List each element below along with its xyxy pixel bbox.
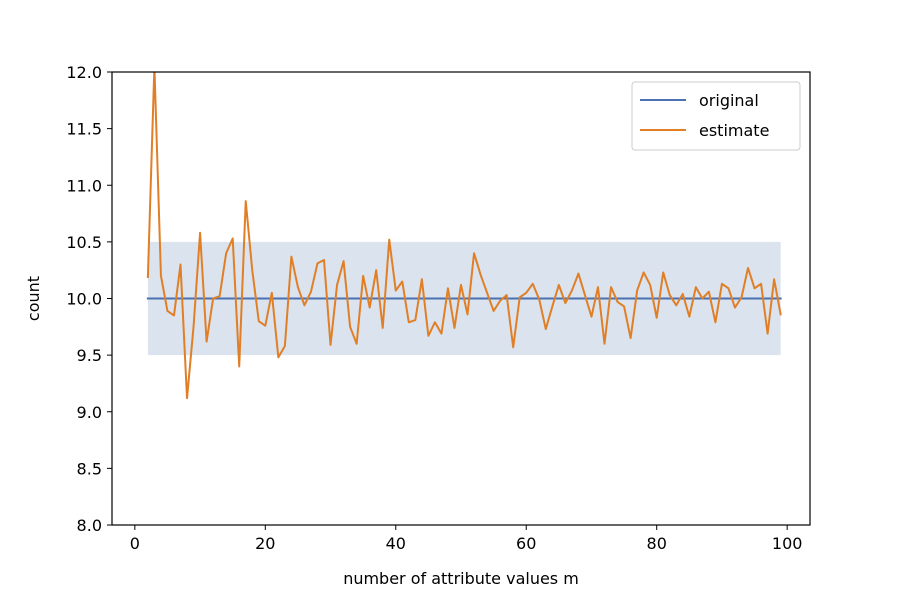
y-tick-label: 8.5 — [77, 459, 102, 478]
y-tick-label: 9.5 — [77, 346, 102, 365]
x-tick-label: 60 — [516, 534, 536, 553]
legend-label-original: original — [699, 91, 759, 110]
y-tick-label: 11.0 — [66, 176, 102, 195]
x-tick-label: 0 — [130, 534, 140, 553]
tick-marks: 0 20 40 60 80 100 8.0 8.5 9.0 9.5 10.0 10.5 11.0 11.5… — [66, 63, 802, 553]
x-axis-label: number of attribute values m — [343, 569, 579, 588]
y-axis-label: count — [24, 276, 43, 321]
x-tick-label: 20 — [255, 534, 275, 553]
y-tick-label: 10.5 — [66, 233, 102, 252]
x-tick-label: 100 — [772, 534, 803, 553]
x-tick-label: 40 — [386, 534, 406, 553]
y-tick-label: 12.0 — [66, 63, 102, 82]
legend-label-estimate: estimate — [699, 121, 769, 140]
plot-area — [146, 72, 782, 400]
y-tick-label: 11.5 — [66, 120, 102, 139]
x-tick-label: 80 — [647, 534, 667, 553]
legend: original estimate — [631, 81, 801, 151]
y-tick-label: 8.0 — [77, 516, 102, 535]
y-tick-label: 10.0 — [66, 290, 102, 309]
y-tick-label: 9.0 — [77, 403, 102, 422]
series-line-estimate — [146, 72, 782, 400]
